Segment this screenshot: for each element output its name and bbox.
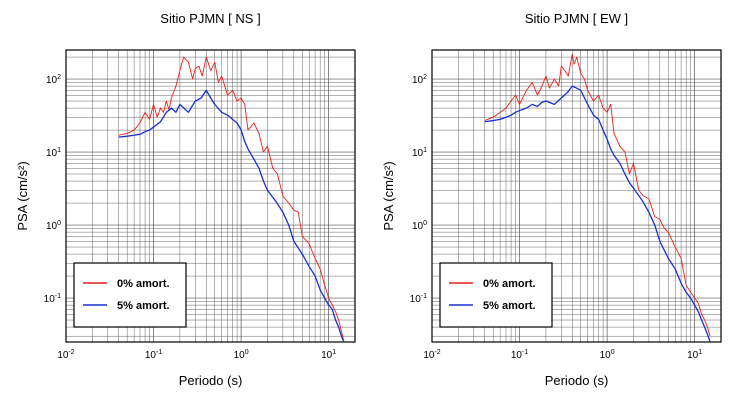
legend-box bbox=[439, 262, 553, 328]
legend: 0% amort. 5% amort. bbox=[73, 262, 187, 328]
legend-label: 5% amort. bbox=[117, 300, 170, 312]
legend-label: 0% amort. bbox=[483, 278, 536, 290]
y-tick-label: 10-1 bbox=[44, 293, 61, 305]
x-axis-label: Periodo (s) bbox=[545, 373, 609, 388]
tick-exponent: 0 bbox=[57, 220, 61, 227]
x-tick-label: 10-2 bbox=[423, 349, 440, 361]
chart-title: Sitio PJMN [ NS ] bbox=[160, 11, 260, 26]
y-tick-label: 100 bbox=[412, 220, 427, 232]
x-tick-label: 10-1 bbox=[511, 349, 528, 361]
tick-base: 10 bbox=[57, 350, 69, 361]
tick-exponent: 1 bbox=[698, 349, 702, 356]
tick-base: 10 bbox=[46, 75, 58, 86]
tick-exponent: -1 bbox=[55, 293, 61, 300]
tick-base: 10 bbox=[145, 350, 157, 361]
tick-exponent: 1 bbox=[423, 147, 427, 154]
chart-title: Sitio PJMN [ EW ] bbox=[525, 11, 628, 26]
tick-exponent: 2 bbox=[57, 74, 61, 81]
legend-label: 0% amort. bbox=[117, 278, 170, 290]
y-tick-label: 101 bbox=[46, 147, 61, 159]
legend-box bbox=[73, 262, 187, 328]
y-tick-label: 101 bbox=[412, 147, 427, 159]
series-line-damping-5 bbox=[118, 89, 345, 343]
tick-base: 10 bbox=[46, 148, 58, 159]
x-tick-label: 101 bbox=[321, 349, 336, 361]
series-line-damping-0 bbox=[118, 56, 345, 343]
y-tick-label: 102 bbox=[46, 74, 61, 86]
tick-base: 10 bbox=[412, 221, 424, 232]
y-tick-label: 102 bbox=[412, 74, 427, 86]
tick-exponent: -2 bbox=[434, 349, 440, 356]
tick-base: 10 bbox=[511, 350, 523, 361]
tick-exponent: -1 bbox=[421, 293, 427, 300]
tick-exponent: 1 bbox=[57, 147, 61, 154]
tick-exponent: 1 bbox=[332, 349, 336, 356]
x-tick-label: 10-2 bbox=[57, 349, 74, 361]
tick-exponent: 2 bbox=[423, 74, 427, 81]
y-axis-label: PSA (cm/s²) bbox=[381, 161, 396, 230]
tick-base: 10 bbox=[234, 350, 246, 361]
tick-exponent: -1 bbox=[156, 349, 162, 356]
tick-base: 10 bbox=[423, 350, 435, 361]
tick-base: 10 bbox=[600, 350, 612, 361]
y-tick-label: 100 bbox=[46, 220, 61, 232]
tick-base: 10 bbox=[687, 350, 699, 361]
x-tick-label: 101 bbox=[687, 349, 702, 361]
tick-base: 10 bbox=[44, 294, 56, 305]
tick-base: 10 bbox=[410, 294, 422, 305]
tick-exponent: 0 bbox=[245, 349, 249, 356]
tick-base: 10 bbox=[321, 350, 333, 361]
tick-exponent: -1 bbox=[522, 349, 528, 356]
series-line-damping-0 bbox=[484, 53, 711, 337]
tick-base: 10 bbox=[46, 221, 58, 232]
tick-base: 10 bbox=[412, 148, 424, 159]
legend-label: 5% amort. bbox=[483, 300, 536, 312]
plot-frame bbox=[65, 49, 356, 343]
tick-exponent: -2 bbox=[68, 349, 74, 356]
x-tick-label: 100 bbox=[600, 349, 615, 361]
y-axis-label: PSA (cm/s²) bbox=[15, 161, 30, 230]
x-axis-label: Periodo (s) bbox=[179, 373, 243, 388]
x-tick-label: 10-1 bbox=[145, 349, 162, 361]
plot-frame bbox=[431, 49, 722, 343]
tick-base: 10 bbox=[412, 75, 424, 86]
x-tick-label: 100 bbox=[234, 349, 249, 361]
grid bbox=[431, 50, 722, 342]
y-tick-label: 10-1 bbox=[410, 293, 427, 305]
tick-exponent: 0 bbox=[611, 349, 615, 356]
tick-exponent: 0 bbox=[423, 220, 427, 227]
series-line-damping-5 bbox=[484, 85, 711, 343]
legend: 0% amort. 5% amort. bbox=[439, 262, 553, 328]
